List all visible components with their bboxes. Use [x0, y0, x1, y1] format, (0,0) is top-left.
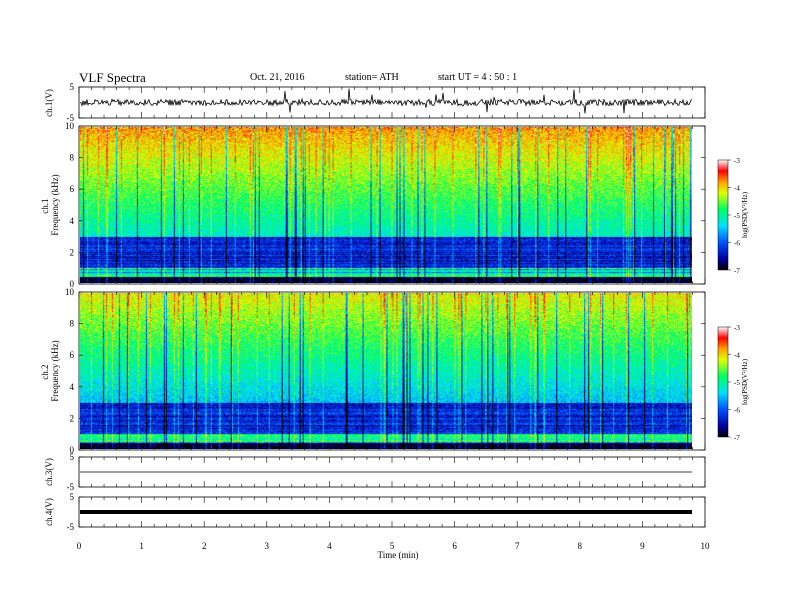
ch1-spectrogram	[80, 127, 692, 283]
station-label: station= ATH	[345, 72, 399, 83]
colorbar-tick-label: -7	[734, 434, 740, 442]
x-tick-label: 7	[515, 541, 520, 551]
colorbar-tick-label: -4	[734, 185, 740, 193]
x-tick-label: 9	[640, 541, 645, 551]
ch2-channel-label: ch.2	[40, 365, 50, 380]
colorbar-tick-label: -3	[734, 324, 740, 332]
x-tick-label: 8	[578, 541, 583, 551]
ch3-wave-ytick-label: -5	[67, 482, 75, 492]
colorbar-tick-label: -6	[734, 240, 740, 248]
ch1-spectrogram-ylabel: ch.1 Frequency (kHz)	[40, 174, 60, 235]
x-tick-label: 0	[77, 541, 82, 551]
date-label: Oct. 21, 2016	[250, 72, 305, 83]
ch1-wave-ytick-label: -5	[67, 113, 75, 123]
ch2-spec-ytick-label: 10	[65, 287, 75, 297]
x-tick-label: 1	[139, 541, 144, 551]
ch1-spec-ytick-label: 6	[70, 184, 75, 194]
start-time-label: start UT = 4 : 50 : 1	[438, 72, 518, 83]
ch1-spec-ytick-label: 10	[65, 121, 75, 131]
colorbar-tick-label: -6	[734, 407, 740, 415]
ch2-spectrogram	[80, 293, 692, 449]
spec1-image	[80, 127, 692, 283]
ch1-waveform-line	[79, 88, 693, 114]
ch2-spec-ytick-label: 6	[70, 350, 75, 360]
x-tick-label: 6	[452, 541, 457, 551]
ch2-spec-ytick-label: 0	[70, 445, 75, 455]
chart-title: VLF Spectra	[79, 70, 146, 85]
x-tick-label: 4	[327, 541, 332, 551]
colorbar-tick-label: -5	[734, 379, 740, 387]
ch2-spec-ytick-label: 8	[70, 319, 75, 329]
ch3-wave-ytick-label: 5	[70, 452, 75, 462]
ch1-spec-ytick-label: 4	[70, 216, 75, 226]
ch2-freq-label: Frequency (kHz)	[50, 340, 60, 401]
colorbar-tick-label: -3	[734, 157, 740, 165]
ch2-spec-ytick-label: 4	[70, 382, 75, 392]
ch1-colorbar-label: log(PSD(V²/Hz)	[741, 191, 749, 238]
x-tick-label: 2	[202, 541, 207, 551]
ch2-spectrogram-ylabel: ch.2 Frequency (kHz)	[40, 340, 60, 401]
ch1-waveform-ylabel: ch.1(V)	[44, 89, 54, 117]
x-axis-label: Time (min)	[378, 550, 419, 560]
ch4-wave-ytick-label: 5	[70, 492, 75, 502]
ch1-wave-ytick-label: 5	[70, 82, 75, 92]
ch2-spec-ytick-label: 2	[70, 413, 75, 423]
ch1-spec-ytick-label: 2	[70, 247, 75, 257]
ch4-wave-ytick-label: -5	[67, 522, 75, 532]
ch1-freq-label: Frequency (kHz)	[50, 174, 60, 235]
ch1-channel-label: ch.1	[40, 199, 50, 214]
colorbar-tick-label: -4	[734, 352, 740, 360]
x-tick-label: 3	[265, 541, 270, 551]
x-tick-label: 10	[701, 541, 711, 551]
ch3-waveform-ylabel: ch.3(V)	[44, 458, 54, 486]
spec2-image	[80, 293, 692, 449]
x-tick-label: 5	[390, 541, 395, 551]
ch1-spec-ytick-label: 0	[70, 279, 75, 289]
ch1-spec-ytick-label: 8	[70, 153, 75, 163]
ch4-waveform-ylabel: ch.4(V)	[44, 498, 54, 526]
colorbar-tick-label: -7	[734, 267, 740, 275]
ch2-colorbar-label: log(PSD(V²/Hz)	[741, 358, 749, 405]
ch4-waveform-line	[80, 510, 692, 514]
colorbar-tick-label: -5	[734, 212, 740, 220]
